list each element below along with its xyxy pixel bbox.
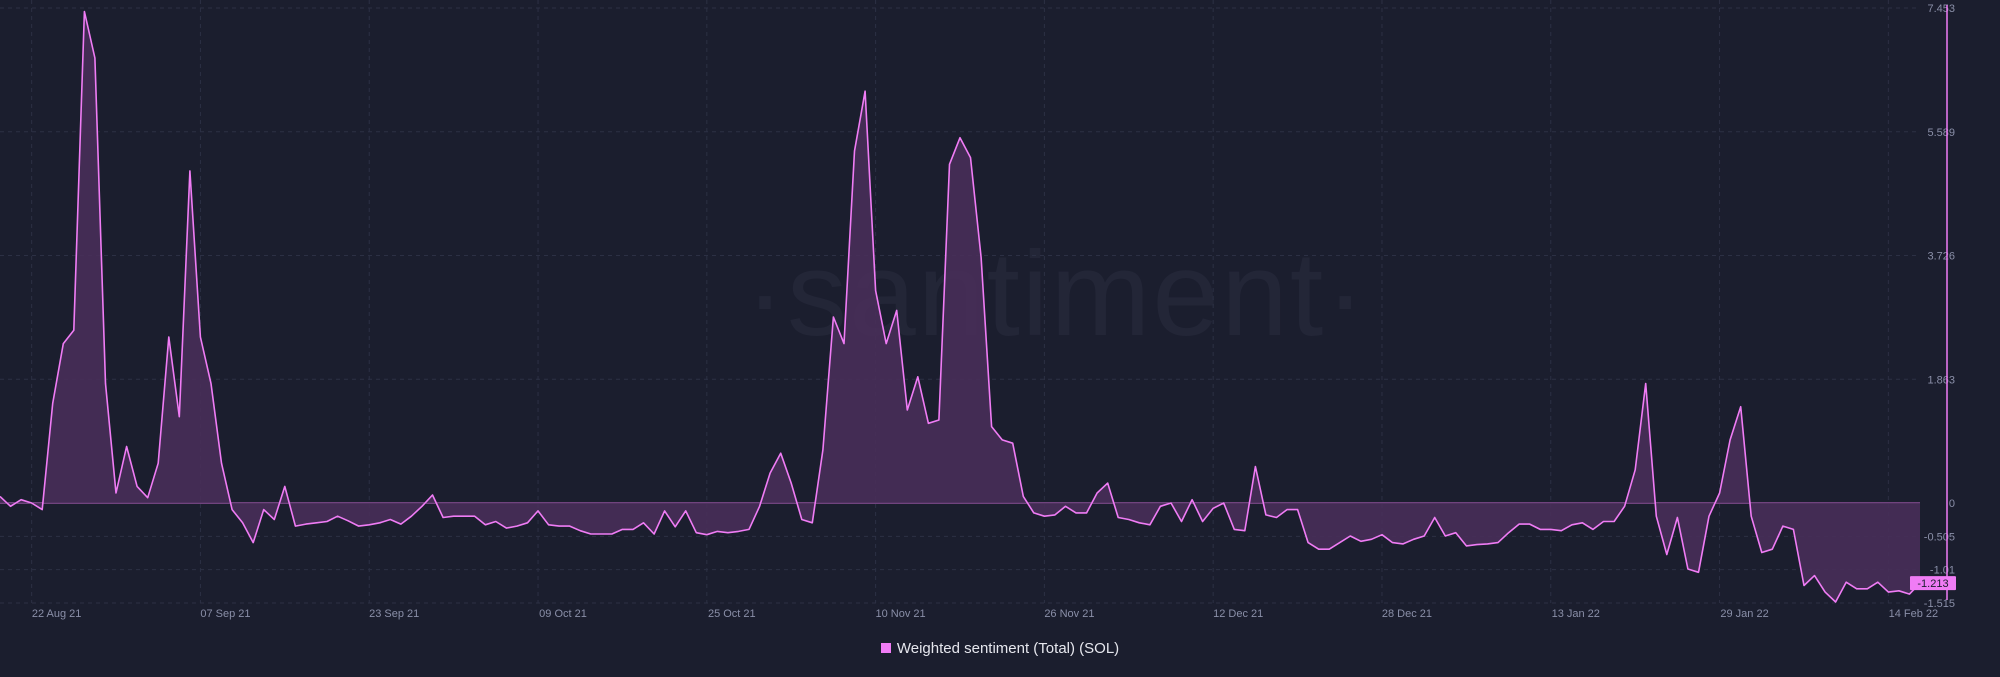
y-tick-label: 7.453 <box>1927 3 1955 15</box>
x-tick-label: 22 Aug 21 <box>32 608 82 620</box>
x-tick-label: 28 Dec 21 <box>1382 608 1432 620</box>
y-tick-label: 0 <box>1949 498 1955 510</box>
x-tick-label: 09 Oct 21 <box>539 608 587 620</box>
x-tick-label: 10 Nov 21 <box>876 608 926 620</box>
series-line <box>0 10 1921 603</box>
series-area <box>0 11 1920 602</box>
x-tick-label: 23 Sep 21 <box>369 608 419 620</box>
current-value-label: -1.213 <box>1917 578 1948 590</box>
x-tick-label: 12 Dec 21 <box>1213 608 1263 620</box>
y-tick-label: 1.863 <box>1927 374 1955 386</box>
x-tick-label: 14 Feb 22 <box>1889 608 1939 620</box>
y-tick-label: -1.01 <box>1930 565 1955 577</box>
y-tick-label: -0.505 <box>1924 531 1955 543</box>
current-value-badge <box>1910 576 1956 591</box>
x-tick-label: 07 Sep 21 <box>200 608 250 620</box>
chart-legend[interactable]: Weighted sentiment (Total) (SOL) <box>0 640 2000 657</box>
x-tick-label: 25 Oct 21 <box>708 608 756 620</box>
legend-label: Weighted sentiment (Total) (SOL) <box>896 640 1120 657</box>
x-tick-label: 29 Jan 22 <box>1720 608 1768 620</box>
legend-swatch <box>880 643 891 653</box>
x-tick-label: 26 Nov 21 <box>1044 608 1094 620</box>
y-tick-label: 5.589 <box>1927 127 1955 139</box>
y-tick-label: -1.515 <box>1924 598 1955 610</box>
sentiment-chart: 7.453 5.589 3.726 1.863 0 -0.505 -1.01 -1.515 22… <box>0 0 1956 620</box>
y-tick-label: 3.726 <box>1927 251 1955 263</box>
x-tick-label: 13 Jan 22 <box>1552 608 1600 620</box>
